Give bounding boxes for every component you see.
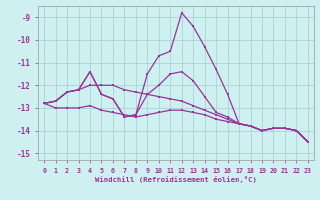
X-axis label: Windchill (Refroidissement éolien,°C): Windchill (Refroidissement éolien,°C) — [95, 176, 257, 183]
